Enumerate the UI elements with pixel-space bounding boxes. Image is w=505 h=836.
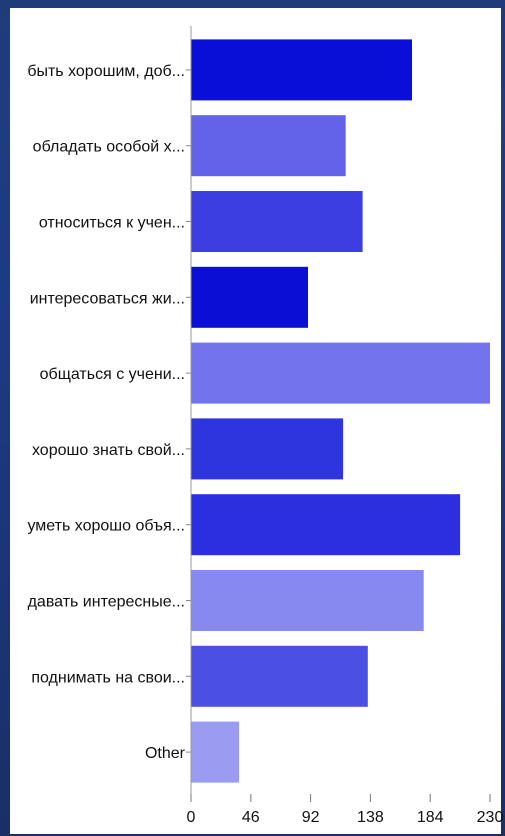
bar-8 — [191, 570, 424, 631]
bar-4 — [191, 266, 308, 328]
x-axis: 0 46 92 138 184 230 — [187, 26, 504, 826]
bar-10 — [191, 721, 240, 783]
bar-7 — [191, 494, 461, 556]
x-tick-label-2: 92 — [302, 809, 320, 826]
category-label-9: поднимать на свои... — [31, 669, 185, 686]
bars-layer — [191, 39, 490, 783]
x-tick-label-4: 184 — [417, 809, 444, 826]
x-tick-label-3: 138 — [357, 809, 384, 826]
category-labels-layer: быть хорошим, доб... обладать особой х...… — [27, 63, 191, 762]
category-label-3: относиться к учен... — [39, 215, 185, 232]
category-label-6: хорошо знать свой... — [32, 442, 185, 459]
bar-9 — [191, 645, 368, 707]
category-label-1: быть хорошим, доб... — [27, 63, 185, 80]
bar-6 — [191, 418, 344, 480]
category-label-5: общаться с учени... — [40, 366, 185, 383]
bar-5 — [191, 342, 490, 404]
category-label-10: Other — [145, 745, 186, 762]
category-label-4: интересоваться жи... — [30, 290, 185, 307]
x-tick-label-5: 230 — [477, 809, 504, 826]
bar-3 — [191, 191, 363, 252]
category-label-8: давать интересные... — [28, 594, 185, 611]
category-label-7: уметь хорошо объя... — [27, 518, 185, 535]
x-tick-label-1: 46 — [242, 809, 260, 826]
bar-2 — [191, 115, 346, 177]
x-tick-label-0: 0 — [187, 809, 196, 826]
bar-1 — [191, 39, 412, 101]
category-label-2: обладать особой х... — [33, 139, 185, 156]
